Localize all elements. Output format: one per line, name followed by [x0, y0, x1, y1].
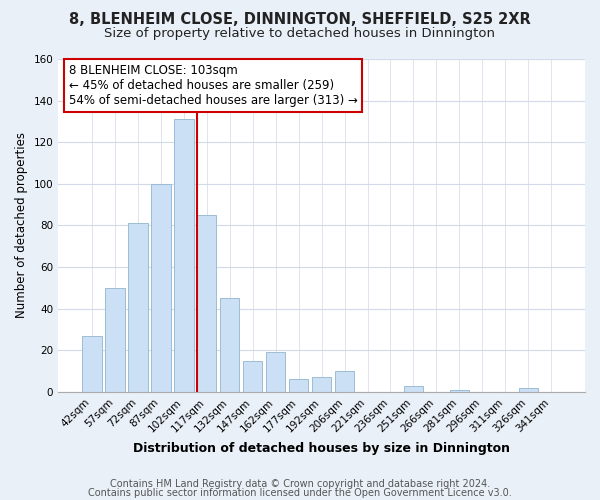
X-axis label: Distribution of detached houses by size in Dinnington: Distribution of detached houses by size …	[133, 442, 510, 455]
Bar	[220, 298, 239, 392]
Bar	[289, 380, 308, 392]
Text: Contains HM Land Registry data © Crown copyright and database right 2024.: Contains HM Land Registry data © Crown c…	[110, 479, 490, 489]
Bar	[266, 352, 286, 392]
Bar	[335, 371, 355, 392]
Bar	[197, 215, 217, 392]
Bar	[174, 120, 194, 392]
Bar	[243, 360, 262, 392]
Text: 8, BLENHEIM CLOSE, DINNINGTON, SHEFFIELD, S25 2XR: 8, BLENHEIM CLOSE, DINNINGTON, SHEFFIELD…	[69, 12, 531, 28]
Bar	[312, 378, 331, 392]
Bar	[105, 288, 125, 392]
Y-axis label: Number of detached properties: Number of detached properties	[15, 132, 28, 318]
Text: Size of property relative to detached houses in Dinnington: Size of property relative to detached ho…	[104, 28, 496, 40]
Bar	[151, 184, 170, 392]
Text: Contains public sector information licensed under the Open Government Licence v3: Contains public sector information licen…	[88, 488, 512, 498]
Text: 8 BLENHEIM CLOSE: 103sqm
← 45% of detached houses are smaller (259)
54% of semi-: 8 BLENHEIM CLOSE: 103sqm ← 45% of detach…	[69, 64, 358, 107]
Bar	[404, 386, 423, 392]
Bar	[82, 336, 101, 392]
Bar	[128, 224, 148, 392]
Bar	[449, 390, 469, 392]
Bar	[518, 388, 538, 392]
